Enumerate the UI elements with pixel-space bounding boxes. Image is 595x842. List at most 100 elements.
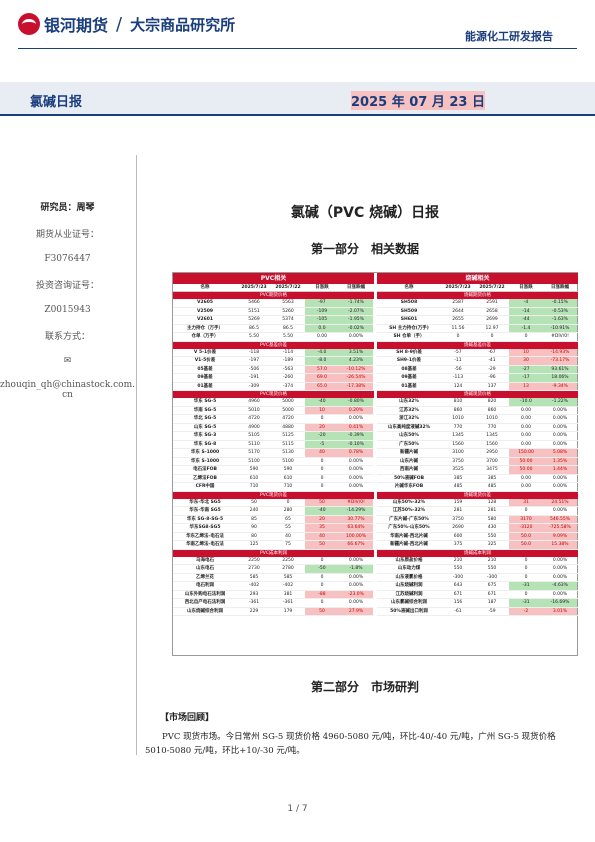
table-cell: 5130 [282, 450, 294, 455]
table-cell: -402 [282, 583, 294, 588]
table-cell: 50 [305, 607, 339, 615]
table-cell: 20 [305, 423, 339, 431]
table-cell: SH509 [400, 308, 418, 314]
table-row: 江苏50%-32% 281 281 0 0.00% [377, 507, 578, 516]
table-cell: 0.00% [348, 583, 364, 588]
table-cell: 2658 [486, 308, 498, 314]
table-row: 广东片碱-广东50% 3750 580 3170 546.55% [377, 515, 578, 524]
table-row: 50%液碱出口利润 -61 -59 -2 3.01% [377, 607, 578, 616]
column-header: 日涨跌幅 [347, 285, 365, 290]
table-cell: 西南片碱 [400, 467, 418, 472]
table-cell: 华东 S-1000 [190, 450, 220, 455]
table-cell: 9.09% [543, 532, 577, 540]
table-cell: -41 [488, 358, 496, 363]
table-cell: 电石利润 [196, 583, 214, 588]
table-cell: -114 [282, 349, 294, 355]
galaxy-logo-icon [18, 13, 40, 35]
main-title: 氯碱（PVC 烧碱）日报 [290, 205, 440, 221]
table-row: 江苏32% 860 860 0.00 0.00% [377, 407, 578, 415]
table-cell: 华东 SG-8 [193, 441, 217, 447]
table-cell: 山东烧碱综合利润 [187, 608, 223, 614]
table-cell: 华南乙烯法-电石法 [186, 542, 224, 547]
table-cell: -10.0 [509, 398, 543, 406]
table-cell: -14.93% [543, 348, 577, 356]
table-cell: 4880 [282, 424, 294, 430]
table-row: SH601 2655 2699 -44 -1.63% [377, 316, 578, 325]
table-cell: 710 [249, 484, 259, 489]
table-cell: -506 [248, 366, 260, 372]
table-cell: V2509 [196, 308, 213, 314]
table-cell: -31 [509, 582, 543, 590]
data-table: PVC相关 名称 2025/7/23 2025/7/22 日涨跌 日涨跌幅 PVC期货价… [172, 272, 578, 656]
table-cell: 2250 [282, 557, 294, 563]
table-cell: 93.61% [543, 365, 577, 373]
table-row: 华东SG8-SG5 90 55 35 63.64% [173, 524, 374, 533]
advisory-label: 投资咨询证号： [35, 281, 99, 291]
table-cell: 86.5 [248, 325, 260, 331]
table-cell: 4960 [248, 399, 260, 404]
table-cell: 86.5 [282, 325, 294, 331]
table-cell: -0.02% [339, 324, 373, 332]
brand-name: 银河期货 [44, 16, 109, 35]
table-cell: 35 [305, 524, 339, 532]
sidebar-info: 研究员：周琴 期货从业证号： F3076447 投资咨询证号： Z0015943… [0, 200, 135, 414]
table-cell: 0 [490, 334, 494, 339]
table-cell: 0.00% [552, 416, 568, 421]
table-cell: 5100 [282, 458, 294, 464]
table-cell: 09基差 [197, 375, 213, 380]
email[interactable]: zhouqin_qh@chinastock.com.cn [0, 380, 135, 400]
table-cell: 860 [487, 407, 497, 413]
table-cell: 0.00% [348, 334, 364, 339]
table-cell: 0 [286, 499, 290, 505]
table-row: 山东液氯价格 -300 -300 0 0.00% [377, 574, 578, 582]
table-cell: -61 [454, 608, 462, 614]
table-cell: -725.58% [543, 524, 577, 532]
market-paragraph: PVC 现货市场。今日常州 SG-5 现货价格 4960-5080 元/吨，环比… [145, 732, 556, 756]
table-cell: 710 [283, 484, 293, 489]
table-cell: 2699 [486, 317, 498, 322]
table-cell: 280 [283, 508, 293, 513]
table-cell: 293 [249, 591, 259, 597]
table-cell: 4.23% [339, 357, 373, 365]
table-row: SH509 2644 2658 -14 -0.53% [377, 307, 578, 316]
table-cell: 新疆片碱 [400, 450, 418, 455]
table-cell: 63.64% [339, 524, 373, 532]
section-header: PVC成本利润 [173, 549, 374, 557]
table-cell: 3475 [486, 467, 498, 472]
table-cell: 671 [453, 591, 463, 597]
table-cell: 820 [487, 399, 497, 404]
table-cell: 1010 [452, 416, 464, 421]
table-cell: 485 [487, 484, 497, 489]
table-cell: 江苏烧碱利润 [395, 591, 423, 597]
table-cell: 229 [249, 608, 259, 614]
table-cell: 0.00% [348, 475, 364, 481]
table-cell: 0 [320, 458, 324, 464]
table-cell: 0 [320, 557, 324, 563]
table-cell: 华东 S-1000 [190, 458, 220, 464]
dept-name: 能源化工研发报告 [465, 30, 553, 43]
table-cell: 125 [249, 542, 259, 547]
section-header: PVC现货价格 [173, 391, 374, 398]
table-row: 华东 S-1000 5100 5100 0 0.00% [173, 458, 374, 466]
table-cell: 590 [249, 467, 259, 472]
table-row: 山东50%-32% 159 128 31 24.51% [377, 498, 578, 507]
caustic-column: 烧碱相关 名称 2025/7/23 2025/7/22 日涨跌 日涨跌幅 烧碱期货价格 S… [377, 273, 578, 616]
table-cell: V2605 [196, 300, 213, 305]
table-cell: 4720 [282, 416, 294, 421]
table-row: 山东电石 2730 2780 -50 -1.8% [173, 565, 374, 574]
table-cell: -0.53% [543, 307, 577, 315]
table-row: 乙烯法FOB 610 610 0 0.00% [173, 475, 374, 483]
table-cell: -4.0 [305, 348, 339, 356]
table-cell: 广东50%-山东50% [388, 525, 430, 530]
table-cell: -67 [488, 349, 496, 355]
table-cell: 10 [509, 348, 543, 356]
table-cell: 580 [487, 516, 497, 522]
table-cell: -1.95% [339, 316, 373, 324]
table-cell: 山东电石 [196, 566, 214, 571]
table-cell: -0.15% [543, 299, 577, 307]
section-header: 烧碱期货价格 [377, 292, 578, 299]
table-cell: 0 [320, 416, 324, 421]
table-row: 浙江32% 1010 1010 0.00 0.00% [377, 415, 578, 424]
table-cell: V2601 [196, 317, 213, 322]
table-cell: 0.78% [339, 449, 373, 457]
